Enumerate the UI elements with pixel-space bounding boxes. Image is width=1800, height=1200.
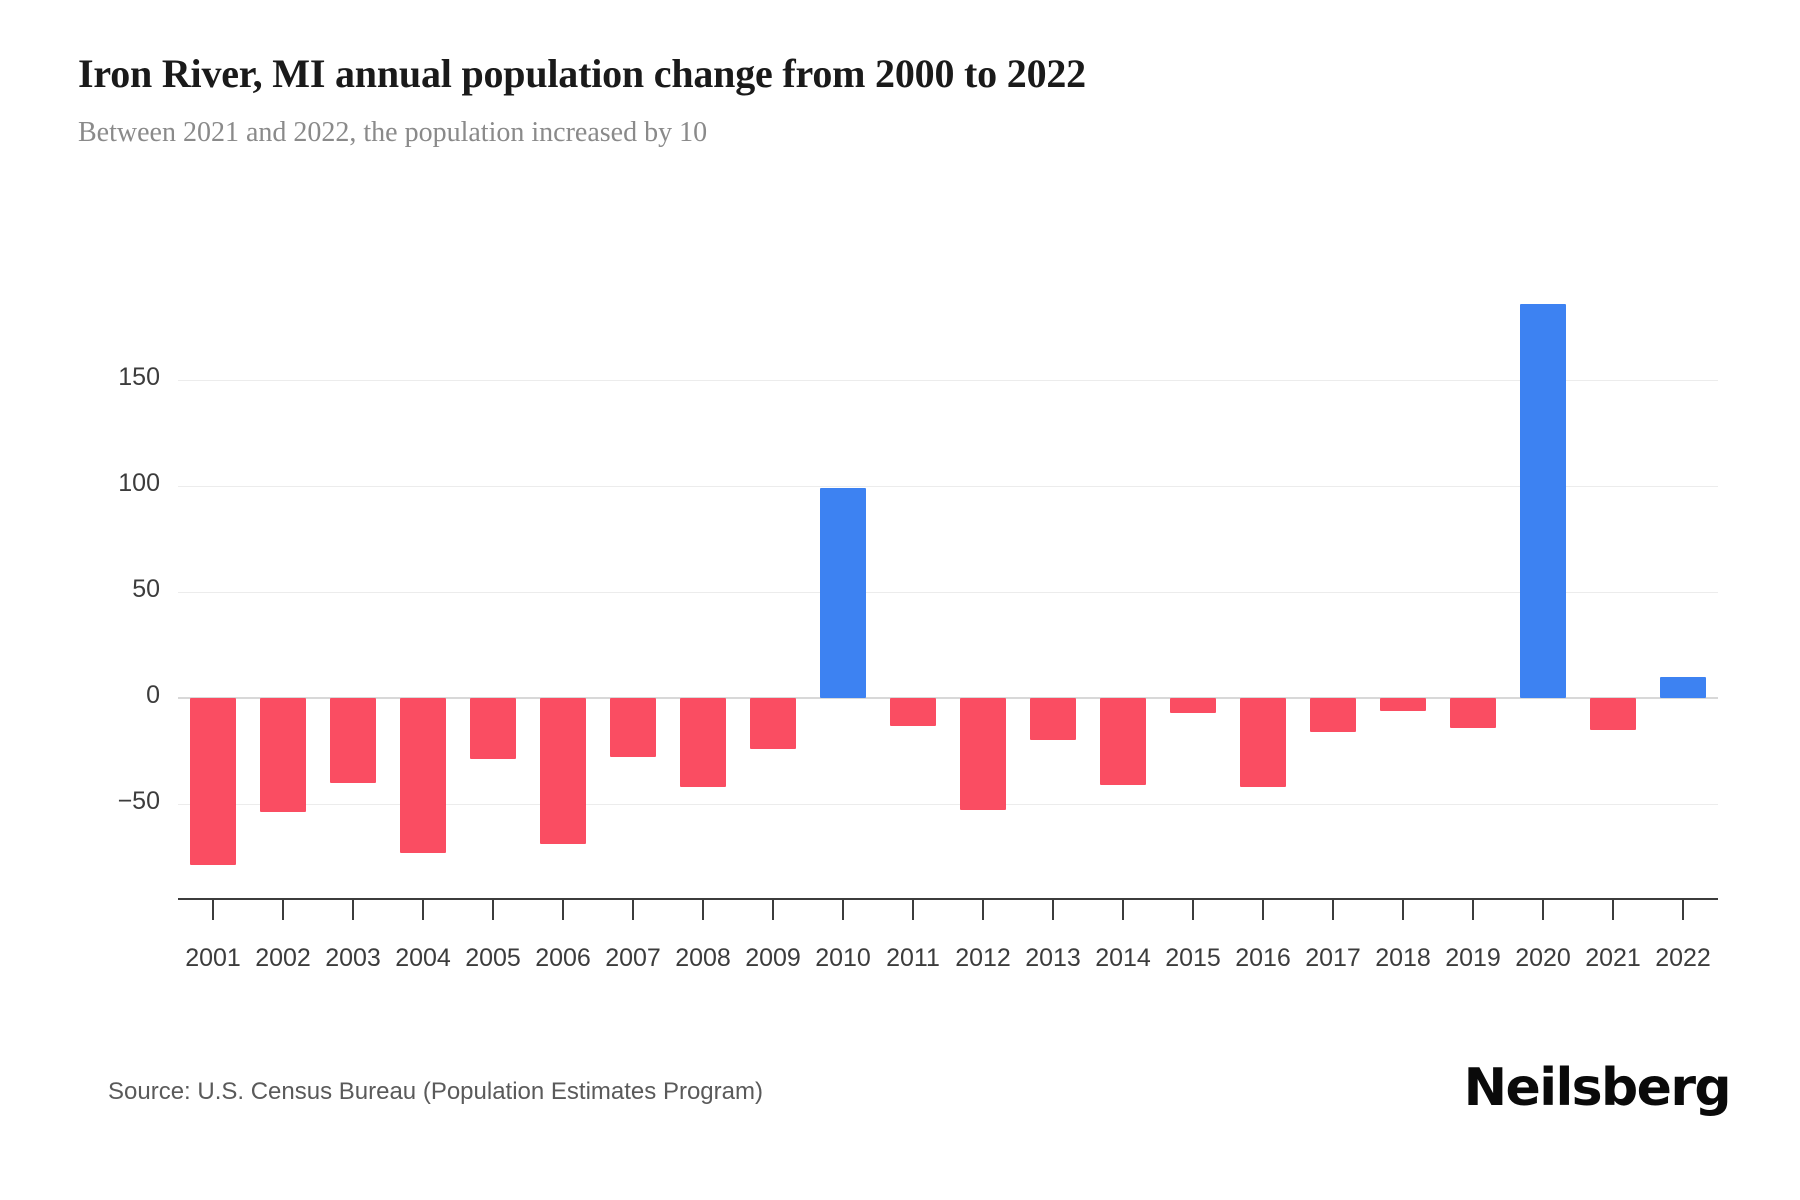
x-axis-tick [1262, 900, 1264, 920]
x-axis-tick [772, 900, 774, 920]
chart-subtitle: Between 2021 and 2022, the population in… [78, 117, 708, 148]
x-axis-tick [492, 900, 494, 920]
x-axis-tick-label: 2016 [1235, 944, 1291, 972]
x-axis-tick [352, 900, 354, 920]
bar-2022[interactable] [1659, 676, 1707, 698]
brand-logo: Neilsberg [1463, 1058, 1732, 1118]
x-axis-tick-label: 2002 [255, 944, 311, 972]
gridline [178, 592, 1718, 593]
bar-2021[interactable] [1589, 698, 1637, 730]
x-axis-tick [1402, 900, 1404, 920]
x-axis-tick [1192, 900, 1194, 920]
bar-2015[interactable] [1169, 698, 1217, 713]
y-axis-tick-label: −50 [117, 787, 160, 815]
x-axis-tick-label: 2015 [1165, 944, 1221, 972]
x-axis-tick [422, 900, 424, 920]
x-axis-tick [1682, 900, 1684, 920]
x-axis-tick-label: 2013 [1025, 944, 1081, 972]
x-axis-tick [912, 900, 914, 920]
x-axis-tick-label: 2012 [955, 944, 1011, 972]
bar-2010[interactable] [819, 488, 867, 698]
x-axis-tick-label: 2014 [1095, 944, 1151, 972]
x-axis-tick [1122, 900, 1124, 920]
x-axis-tick-label: 2022 [1655, 944, 1711, 972]
x-axis-tick [1612, 900, 1614, 920]
bar-2016[interactable] [1239, 698, 1287, 788]
bar-2012[interactable] [959, 698, 1007, 811]
y-axis-tick-label: 50 [132, 575, 160, 603]
bar-2003[interactable] [329, 698, 377, 783]
x-axis-tick-label: 2007 [605, 944, 661, 972]
x-axis-tick-label: 2021 [1585, 944, 1641, 972]
x-axis-tick-label: 2003 [325, 944, 381, 972]
bar-2009[interactable] [749, 698, 797, 749]
x-axis-tick-label: 2001 [185, 944, 241, 972]
x-axis-tick [1542, 900, 1544, 920]
gridline [178, 486, 1718, 487]
bar-2011[interactable] [889, 698, 937, 726]
bar-2020[interactable] [1519, 303, 1567, 698]
x-axis-tick [1052, 900, 1054, 920]
x-axis-tick [1332, 900, 1334, 920]
bar-2014[interactable] [1099, 698, 1147, 785]
x-axis-tick-label: 2008 [675, 944, 731, 972]
x-axis-tick [982, 900, 984, 920]
x-axis-tick-label: 2019 [1445, 944, 1501, 972]
x-axis-tick-label: 2018 [1375, 944, 1431, 972]
x-axis-tick [562, 900, 564, 920]
x-axis-tick [702, 900, 704, 920]
bar-2008[interactable] [679, 698, 727, 788]
x-axis-tick-label: 2011 [886, 944, 940, 972]
x-axis-tick-label: 2020 [1515, 944, 1571, 972]
bar-2018[interactable] [1379, 698, 1427, 711]
zero-baseline [178, 697, 1718, 699]
gridline [178, 380, 1718, 381]
x-axis-tick-label: 2010 [815, 944, 871, 972]
x-axis-line [178, 898, 1718, 900]
bar-2002[interactable] [259, 698, 307, 813]
x-axis-tick [282, 900, 284, 920]
page-title: Iron River, MI annual population change … [78, 51, 1086, 96]
x-axis-tick-label: 2017 [1305, 944, 1361, 972]
x-axis-tick-label: 2006 [535, 944, 591, 972]
bar-2019[interactable] [1449, 698, 1497, 728]
bar-2006[interactable] [539, 698, 587, 845]
bar-2004[interactable] [399, 698, 447, 853]
bar-2017[interactable] [1309, 698, 1357, 732]
y-axis-tick-label: 150 [118, 363, 160, 391]
bar-2005[interactable] [469, 698, 517, 760]
x-axis-tick [842, 900, 844, 920]
y-axis-tick-label: 100 [118, 469, 160, 497]
x-axis-tick-label: 2005 [465, 944, 521, 972]
bar-2001[interactable] [189, 698, 237, 866]
source-note: Source: U.S. Census Bureau (Population E… [108, 1078, 763, 1105]
x-axis-tick [632, 900, 634, 920]
y-axis-tick-label: 0 [146, 681, 160, 709]
x-axis-tick [212, 900, 214, 920]
gridline [178, 804, 1718, 805]
x-axis-tick-label: 2004 [395, 944, 451, 972]
x-axis-tick-label: 2009 [745, 944, 801, 972]
bar-2013[interactable] [1029, 698, 1077, 741]
chart-header: Iron River, MI annual population change … [78, 48, 1678, 152]
x-axis-tick [1472, 900, 1474, 920]
bar-2007[interactable] [609, 698, 657, 758]
